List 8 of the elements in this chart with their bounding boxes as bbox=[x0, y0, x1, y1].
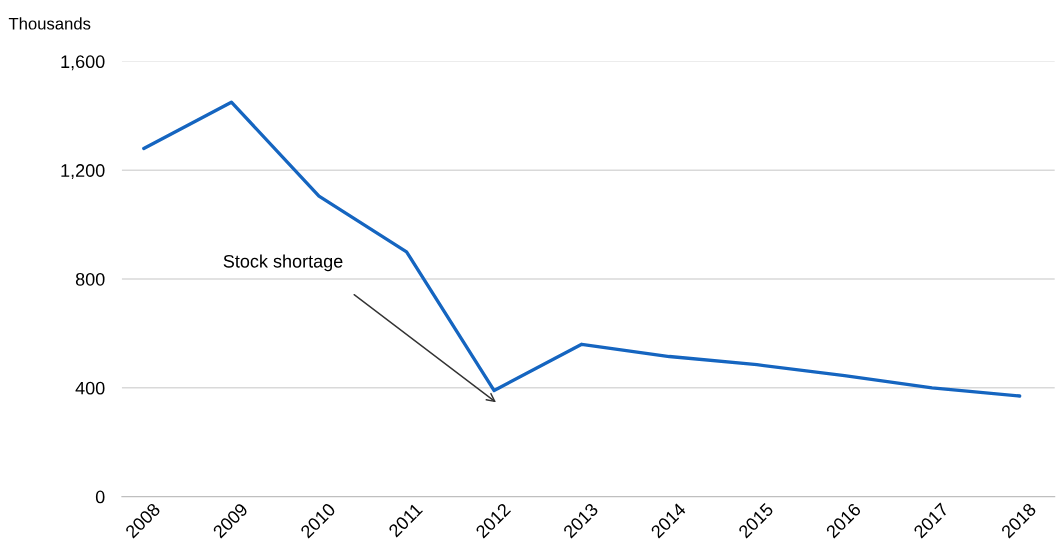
y-axis-title: Thousands bbox=[8, 17, 91, 30]
y-tick-label: 800 bbox=[75, 272, 105, 286]
y-tick-label: 400 bbox=[75, 381, 105, 395]
y-tick-label: 1,200 bbox=[61, 164, 105, 180]
annotation: Stock shortage bbox=[223, 254, 343, 272]
y-tick-label: 1,600 bbox=[61, 55, 105, 71]
y-tick-label: 0 bbox=[95, 490, 105, 504]
line-series bbox=[142, 100, 1022, 398]
